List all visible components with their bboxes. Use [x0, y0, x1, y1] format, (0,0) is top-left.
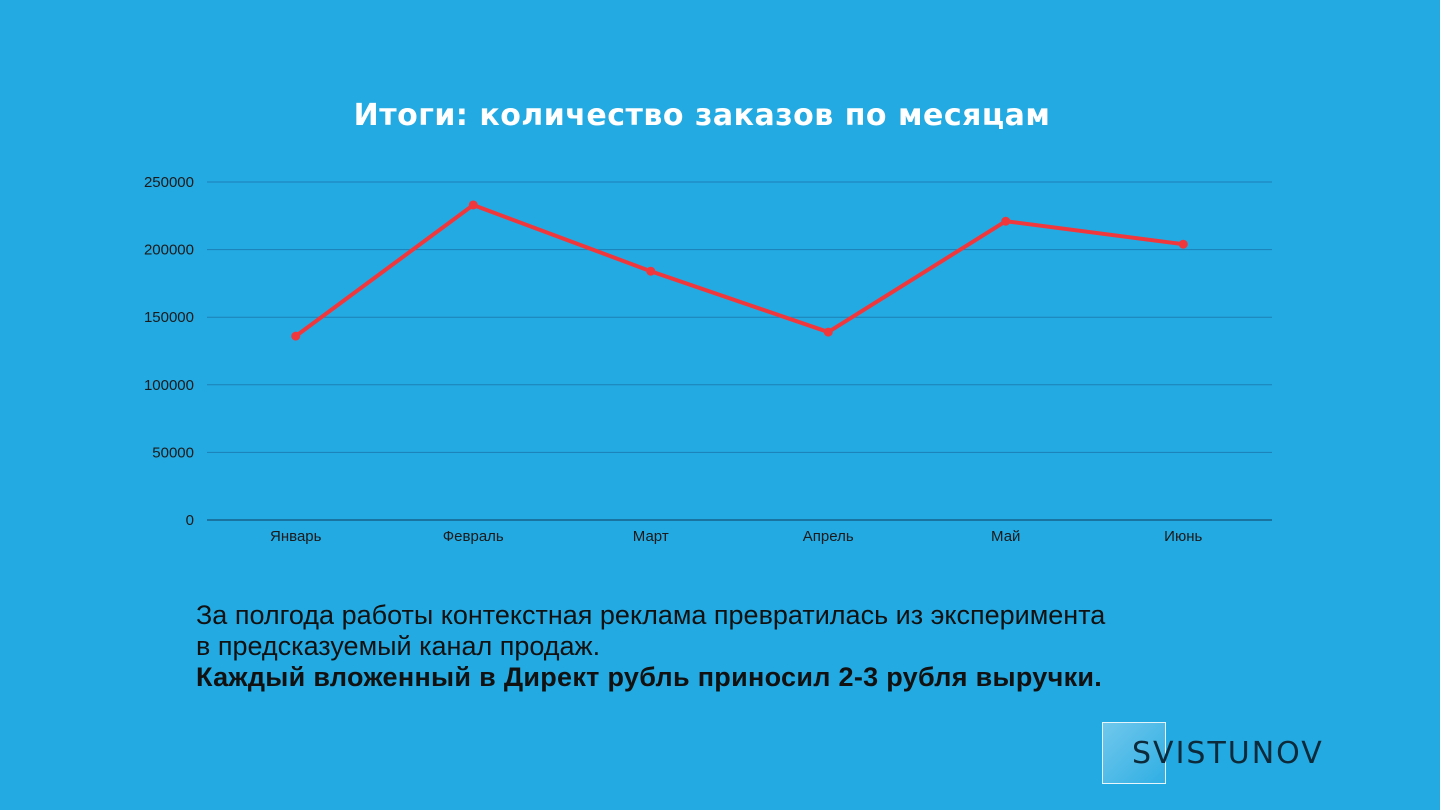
caption-line-1: За полгода работы контекстная реклама пр… [196, 600, 1106, 630]
chart-title: Итоги: количество заказов по месяцам [353, 98, 1051, 133]
x-tick-label: Июнь [1164, 528, 1202, 545]
caption-line-3: Каждый вложенный в Директ рубль приносил… [196, 662, 1103, 692]
x-tick-label: Февраль [443, 528, 504, 545]
data-points [291, 200, 1188, 341]
data-point [291, 331, 301, 341]
x-tick-label: Апрель [803, 528, 854, 545]
caption-line-2: в предсказуемый канал продаж. [196, 631, 601, 661]
data-point [1001, 216, 1011, 226]
data-point [468, 200, 478, 210]
y-tick-label: 50000 [152, 444, 194, 461]
series-line [293, 202, 1186, 339]
data-point [823, 327, 833, 337]
y-tick-label: 200000 [144, 242, 194, 259]
logo-frame [1102, 722, 1166, 784]
y-tick-label: 250000 [144, 174, 194, 191]
y-tick-label: 150000 [144, 309, 194, 326]
svistunov-logo: SVISTUNOV [1102, 722, 1322, 784]
data-point [1178, 239, 1188, 249]
y-tick-label: 0 [186, 512, 194, 529]
y-tick-labels: 0 50000 100000 150000 200000 250000 [144, 174, 194, 529]
series-line-layer [293, 202, 1186, 339]
logo-text: SVISTUNOV [1132, 736, 1324, 771]
y-tick-label: 100000 [144, 377, 194, 394]
x-tick-label: Март [633, 528, 669, 545]
summary-caption: За полгода работы контекстная реклама пр… [196, 600, 1316, 693]
grid-lines [207, 181, 1272, 521]
x-tick-label: Январь [270, 528, 322, 545]
x-tick-label: Май [991, 528, 1020, 545]
x-tick-labels: Январь Февраль Март Апрель Май Июнь [270, 528, 1202, 545]
data-point [646, 266, 656, 276]
